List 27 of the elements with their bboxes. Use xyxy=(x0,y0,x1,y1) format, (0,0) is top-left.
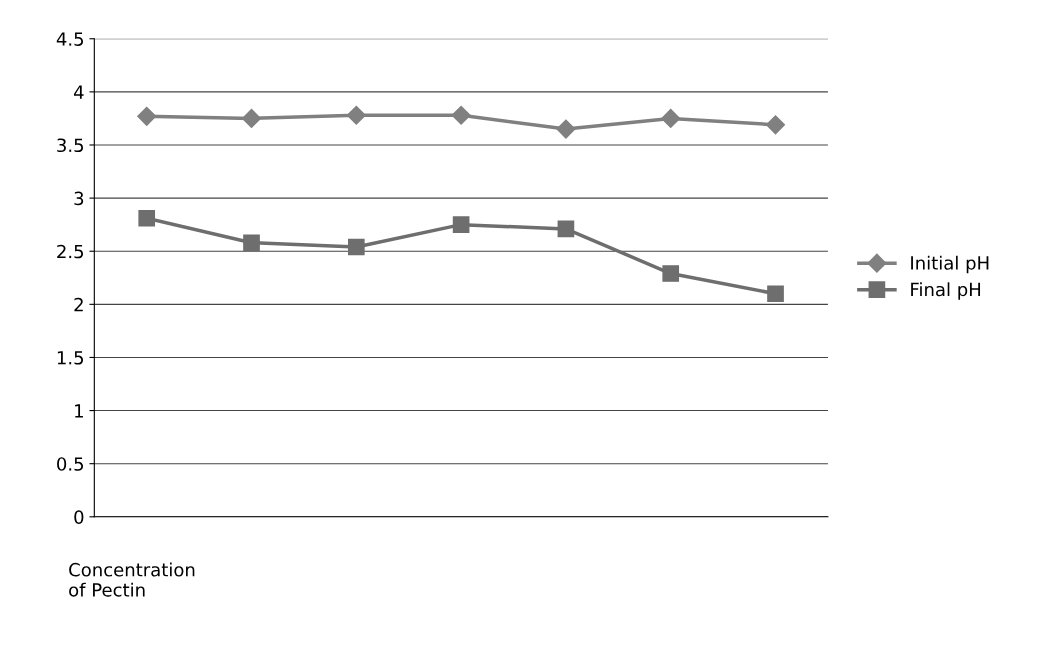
y-tick-label: 3.5 xyxy=(57,138,84,153)
point xyxy=(661,108,681,128)
point xyxy=(557,220,575,238)
point xyxy=(767,285,784,303)
point xyxy=(346,105,366,125)
legend-label: Initial pH xyxy=(911,255,989,274)
y-tick-label: 1.5 xyxy=(57,351,84,365)
point xyxy=(347,238,365,256)
point xyxy=(765,115,786,135)
x-axis-title: Concentration of Pectin xyxy=(69,562,195,597)
point xyxy=(243,234,260,252)
y-tick-label: 3 xyxy=(74,191,84,206)
y-tick-label: 0.5 xyxy=(57,457,84,471)
point xyxy=(241,108,262,128)
point xyxy=(556,119,576,139)
point xyxy=(138,209,156,227)
point xyxy=(137,106,157,126)
point xyxy=(662,265,680,282)
y-tick-label: 4.5 xyxy=(56,32,84,46)
y-tick-label: 4 xyxy=(73,85,84,99)
point xyxy=(451,105,471,125)
y-tick-label: 2 xyxy=(74,297,83,312)
point xyxy=(452,216,470,233)
y-tick-label: 0 xyxy=(74,510,84,524)
y-tick-label: 1 xyxy=(75,404,83,418)
y-tick-label: 2.5 xyxy=(57,244,84,259)
legend-label: Final pH xyxy=(911,282,981,300)
